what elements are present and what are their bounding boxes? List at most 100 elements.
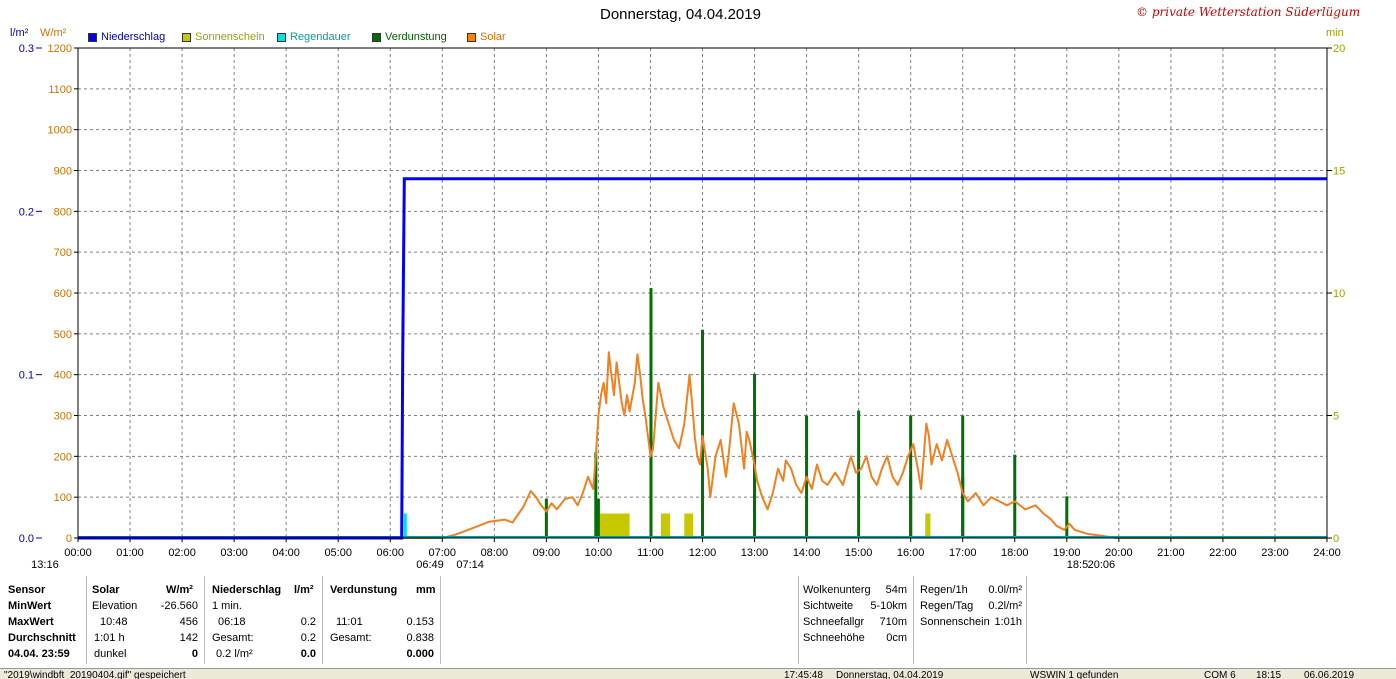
stats-solar-panel: Solar W/m² Elevation -26.560 10:48 456 1… (88, 576, 205, 664)
y-tick-label-solar: 700 (54, 247, 72, 259)
legend-item-verdunstung: Verdunstung (372, 31, 447, 43)
x-tick-label: 01:00 (116, 547, 144, 559)
x-tick-label: 09:00 (533, 547, 561, 559)
legend-item-niederschlag: Niederschlag (88, 31, 165, 43)
raindur-bar (403, 513, 407, 538)
time-marker-label: 18:5 (1067, 559, 1088, 571)
x-tick-label: 04:00 (272, 547, 300, 559)
legend-swatch (182, 32, 191, 42)
legend-swatch (467, 32, 476, 42)
y-tick-label-solar: 900 (54, 166, 72, 178)
legend-swatch (277, 32, 286, 42)
status-device: WSWIN 1 gefunden (1030, 670, 1119, 679)
y-tick-label-rain: 0.0 (19, 533, 34, 545)
cloud-row-value: 5-10km (870, 600, 907, 612)
x-tick-label: 16:00 (897, 547, 925, 559)
tick-labels: 0.00.10.20.30100200300400500600700800900… (19, 43, 1346, 571)
x-tick-label: 02:00 (168, 547, 196, 559)
rain-unit: l/m² (294, 584, 314, 596)
solar-row-label: Elevation (92, 600, 138, 612)
status-clock: 18:15 (1256, 670, 1282, 679)
cloud-row-label: Sichtweite (803, 600, 854, 612)
x-tick-label: 18:00 (1001, 547, 1029, 559)
x-tick-label: 12:00 (689, 547, 717, 559)
status-file: "2019\windbft_20190404.gif" gespeichert (4, 670, 186, 679)
solar-row-value: 456 (179, 616, 198, 628)
solar-header: Solar (92, 584, 120, 596)
solar-unit-label: W/m² (40, 27, 67, 39)
x-tick-label: 22:00 (1209, 547, 1237, 559)
evap-bar (649, 288, 653, 538)
y-tick-label-solar: 200 (54, 451, 72, 463)
cloud-row-value: 710m (879, 616, 907, 628)
x-tick-label: 13:00 (741, 547, 769, 559)
legend-label: Niederschlag (101, 31, 166, 43)
sunshine-bar (598, 513, 630, 538)
x-tick-label: 10:00 (585, 547, 613, 559)
rain-row-value: 0.2 (300, 632, 316, 644)
sensor-row-min: MinWert (8, 600, 52, 612)
legend-swatch (372, 32, 381, 42)
status-date: Donnerstag, 04.04.2019 (836, 670, 944, 679)
y-tick-label-solar: 800 (54, 206, 72, 218)
y-tick-label-solar: 1200 (48, 43, 72, 55)
copyright-label: © private Wetterstation Süderlügum (1136, 5, 1361, 19)
status-port: COM 6 (1204, 670, 1236, 679)
x-tick-label: 00:00 (64, 547, 92, 559)
y-tick-label-solar: 100 (54, 492, 72, 504)
sunshine-bar (925, 513, 931, 538)
cloud-row-label: Wolkenunterg (803, 584, 871, 596)
legend-item-sonnenschein: Sonnenschein (182, 31, 265, 43)
evap-row-value: 0.000 (406, 648, 434, 660)
stats-sensor-panel: Sensor MinWert MaxWert Durchschnitt 04.0… (6, 576, 87, 664)
evap-row-value: 0.838 (406, 632, 434, 644)
status-bar: "2019\windbft_20190404.gif" gespeichert … (0, 668, 1396, 679)
evap-bar (857, 410, 861, 538)
evap-bar (753, 457, 757, 538)
rainsum-row-value: 1:01h (994, 616, 1022, 628)
weather-chart: 0.00.10.20.30100200300400500600700800900… (19, 43, 1346, 571)
evap-bar (649, 415, 653, 538)
x-tick-label: 07:00 (429, 547, 457, 559)
time-marker-label: 06:49 (416, 559, 444, 571)
solar-row-value: 0 (191, 648, 198, 660)
legend-item-solar: Solar (467, 31, 506, 43)
x-tick-label: 15:00 (845, 547, 873, 559)
x-tick-label: 24:00 (1313, 547, 1341, 559)
cloud-row-label: Schneehöhe (803, 632, 865, 644)
evap-unit: mm (416, 584, 436, 596)
solar-row-label: 1:01 h (94, 632, 125, 644)
evap-bar (701, 432, 704, 538)
time-marker-label: 13:16 (31, 559, 59, 571)
sensor-row-max: MaxWert (8, 616, 54, 628)
evap-bar (594, 452, 598, 538)
solar-row-value: 142 (179, 632, 198, 644)
legend-label: Verdunstung (385, 31, 447, 43)
time-marker-label: 20:06 (1088, 559, 1116, 571)
sensor-header: Sensor (8, 584, 46, 596)
evap-header: Verdunstung (330, 584, 398, 596)
evap-row-value: 0.153 (406, 616, 434, 628)
evap-bar (909, 476, 913, 538)
x-tick-label: 03:00 (220, 547, 248, 559)
rain-row-label: Gesamt: (212, 632, 254, 644)
stats-evap-panel: Verdunstung mm 11:01 0.153 Gesamt: 0.838… (324, 576, 441, 664)
solar-line (78, 351, 1327, 539)
solar-row-label: 10:48 (100, 616, 128, 628)
evap-bar (753, 373, 757, 538)
y-tick-label-minutes: 15 (1333, 166, 1345, 178)
y-tick-label-rain: 0.3 (19, 43, 34, 55)
evap-bar (1013, 454, 1017, 538)
evap-bar (961, 476, 965, 538)
rain-row-label: 06:18 (218, 616, 246, 628)
y-tick-label-minutes: 5 (1333, 411, 1339, 423)
sunshine-bar (660, 513, 671, 538)
sensor-row-now: 04.04. 23:59 (8, 648, 70, 660)
y-tick-label-solar: 600 (54, 288, 72, 300)
x-tick-label: 05:00 (324, 547, 352, 559)
legend-label: Sonnenschein (195, 31, 265, 43)
chart-axes (36, 47, 1332, 542)
rain-unit-label: l/m² (10, 27, 29, 39)
sunshine-bar (684, 513, 694, 538)
x-tick-label: 17:00 (949, 547, 977, 559)
